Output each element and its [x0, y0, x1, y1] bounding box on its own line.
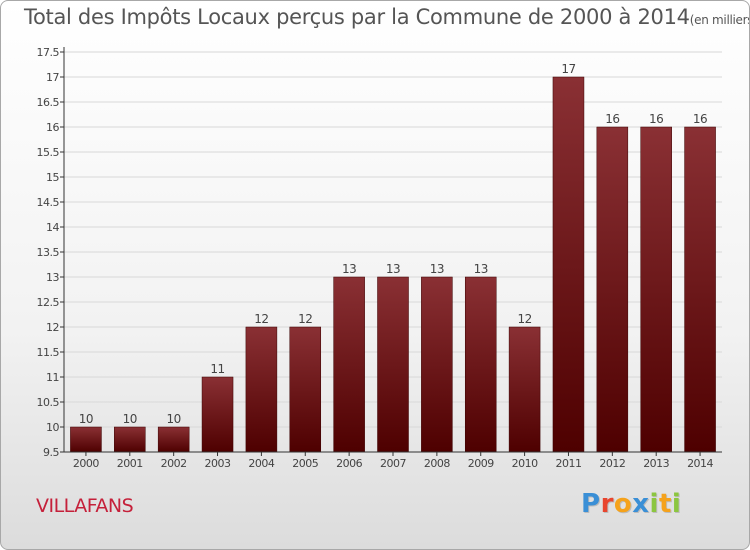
y-tick-label: 12: [46, 321, 59, 334]
unit-label: (en milliers d'€): [689, 13, 750, 27]
data-label: 16: [649, 112, 663, 126]
bar: [377, 276, 409, 453]
bar: [640, 126, 672, 453]
bar: [245, 326, 278, 453]
bar: [421, 276, 453, 453]
y-tick-label: 17.5: [37, 46, 60, 59]
data-label: 16: [693, 112, 707, 126]
x-tick-label: 2007: [380, 457, 406, 470]
y-tick-label: 17: [46, 71, 59, 84]
x-tick-label: 2014: [687, 457, 713, 470]
x-tick-label: 2005: [292, 457, 318, 470]
y-tick-label: 14.5: [37, 196, 60, 209]
bar: [201, 376, 234, 453]
x-tick-label: 2000: [73, 457, 99, 470]
data-label: 13: [430, 262, 444, 276]
data-label: 13: [386, 262, 400, 276]
x-tick-label: 2004: [248, 457, 274, 470]
bar: [70, 426, 102, 453]
y-tick-label: 16: [46, 121, 59, 134]
y-tick-label: 13.5: [37, 246, 60, 259]
logo-letter: i: [649, 489, 659, 519]
x-tick-label: 2001: [117, 457, 143, 470]
data-label: 10: [123, 412, 137, 426]
bar: [552, 76, 585, 453]
bar: [114, 426, 146, 453]
chart-title: Total des Impôts Locaux perçus par la Co…: [24, 5, 750, 29]
data-label: 10: [167, 412, 181, 426]
data-label: 12: [298, 312, 312, 326]
y-tick-label: 11: [46, 371, 59, 384]
y-tick-label: 10: [46, 421, 59, 434]
y-tick-label: 14: [46, 221, 59, 234]
bar: [508, 326, 541, 453]
x-tick-label: 2006: [336, 457, 362, 470]
data-label: 11: [210, 362, 224, 376]
y-tick-label: 12.5: [37, 296, 60, 309]
y-tick-label: 16.5: [37, 96, 60, 109]
data-label: 16: [605, 112, 619, 126]
data-label: 12: [254, 312, 268, 326]
x-tick-label: 2013: [643, 457, 669, 470]
y-tick-label: 15: [46, 171, 59, 184]
chart-title-text: Total des Impôts Locaux perçus par la Co…: [24, 5, 690, 29]
bar: [684, 126, 716, 453]
x-tick-label: 2011: [555, 457, 581, 470]
data-label: 10: [79, 412, 93, 426]
bar: [333, 276, 365, 453]
data-label: 17: [561, 62, 575, 76]
logo-letter: P: [581, 489, 601, 519]
x-tick-label: 2010: [512, 457, 538, 470]
logo-letter: x: [632, 489, 650, 519]
x-tick-label: 2002: [161, 457, 187, 470]
y-tick-label: 9.5: [43, 446, 59, 459]
x-tick-label: 2009: [468, 457, 494, 470]
logo-letter: t: [658, 489, 672, 519]
logo-letter: o: [613, 489, 633, 519]
bar: [289, 326, 322, 453]
bar: [157, 426, 190, 453]
commune-name: VILLAFANS: [36, 495, 134, 517]
data-label: 13: [342, 262, 356, 276]
x-tick-label: 2012: [599, 457, 625, 470]
logo-letter: r: [600, 489, 614, 519]
logo-letter: i: [671, 489, 682, 519]
y-tick-label: 13: [46, 271, 59, 284]
x-tick-label: 2003: [205, 457, 231, 470]
y-tick-label: 15.5: [37, 146, 60, 159]
data-label: 13: [474, 262, 488, 276]
bar: [596, 126, 629, 453]
data-label: 12: [517, 312, 531, 326]
y-tick-label: 11.5: [37, 346, 60, 359]
x-tick-label: 2008: [424, 457, 450, 470]
proxiti-logo: Proxiti: [581, 489, 681, 519]
y-tick-label: 10.5: [37, 396, 60, 409]
bar: [464, 276, 497, 453]
